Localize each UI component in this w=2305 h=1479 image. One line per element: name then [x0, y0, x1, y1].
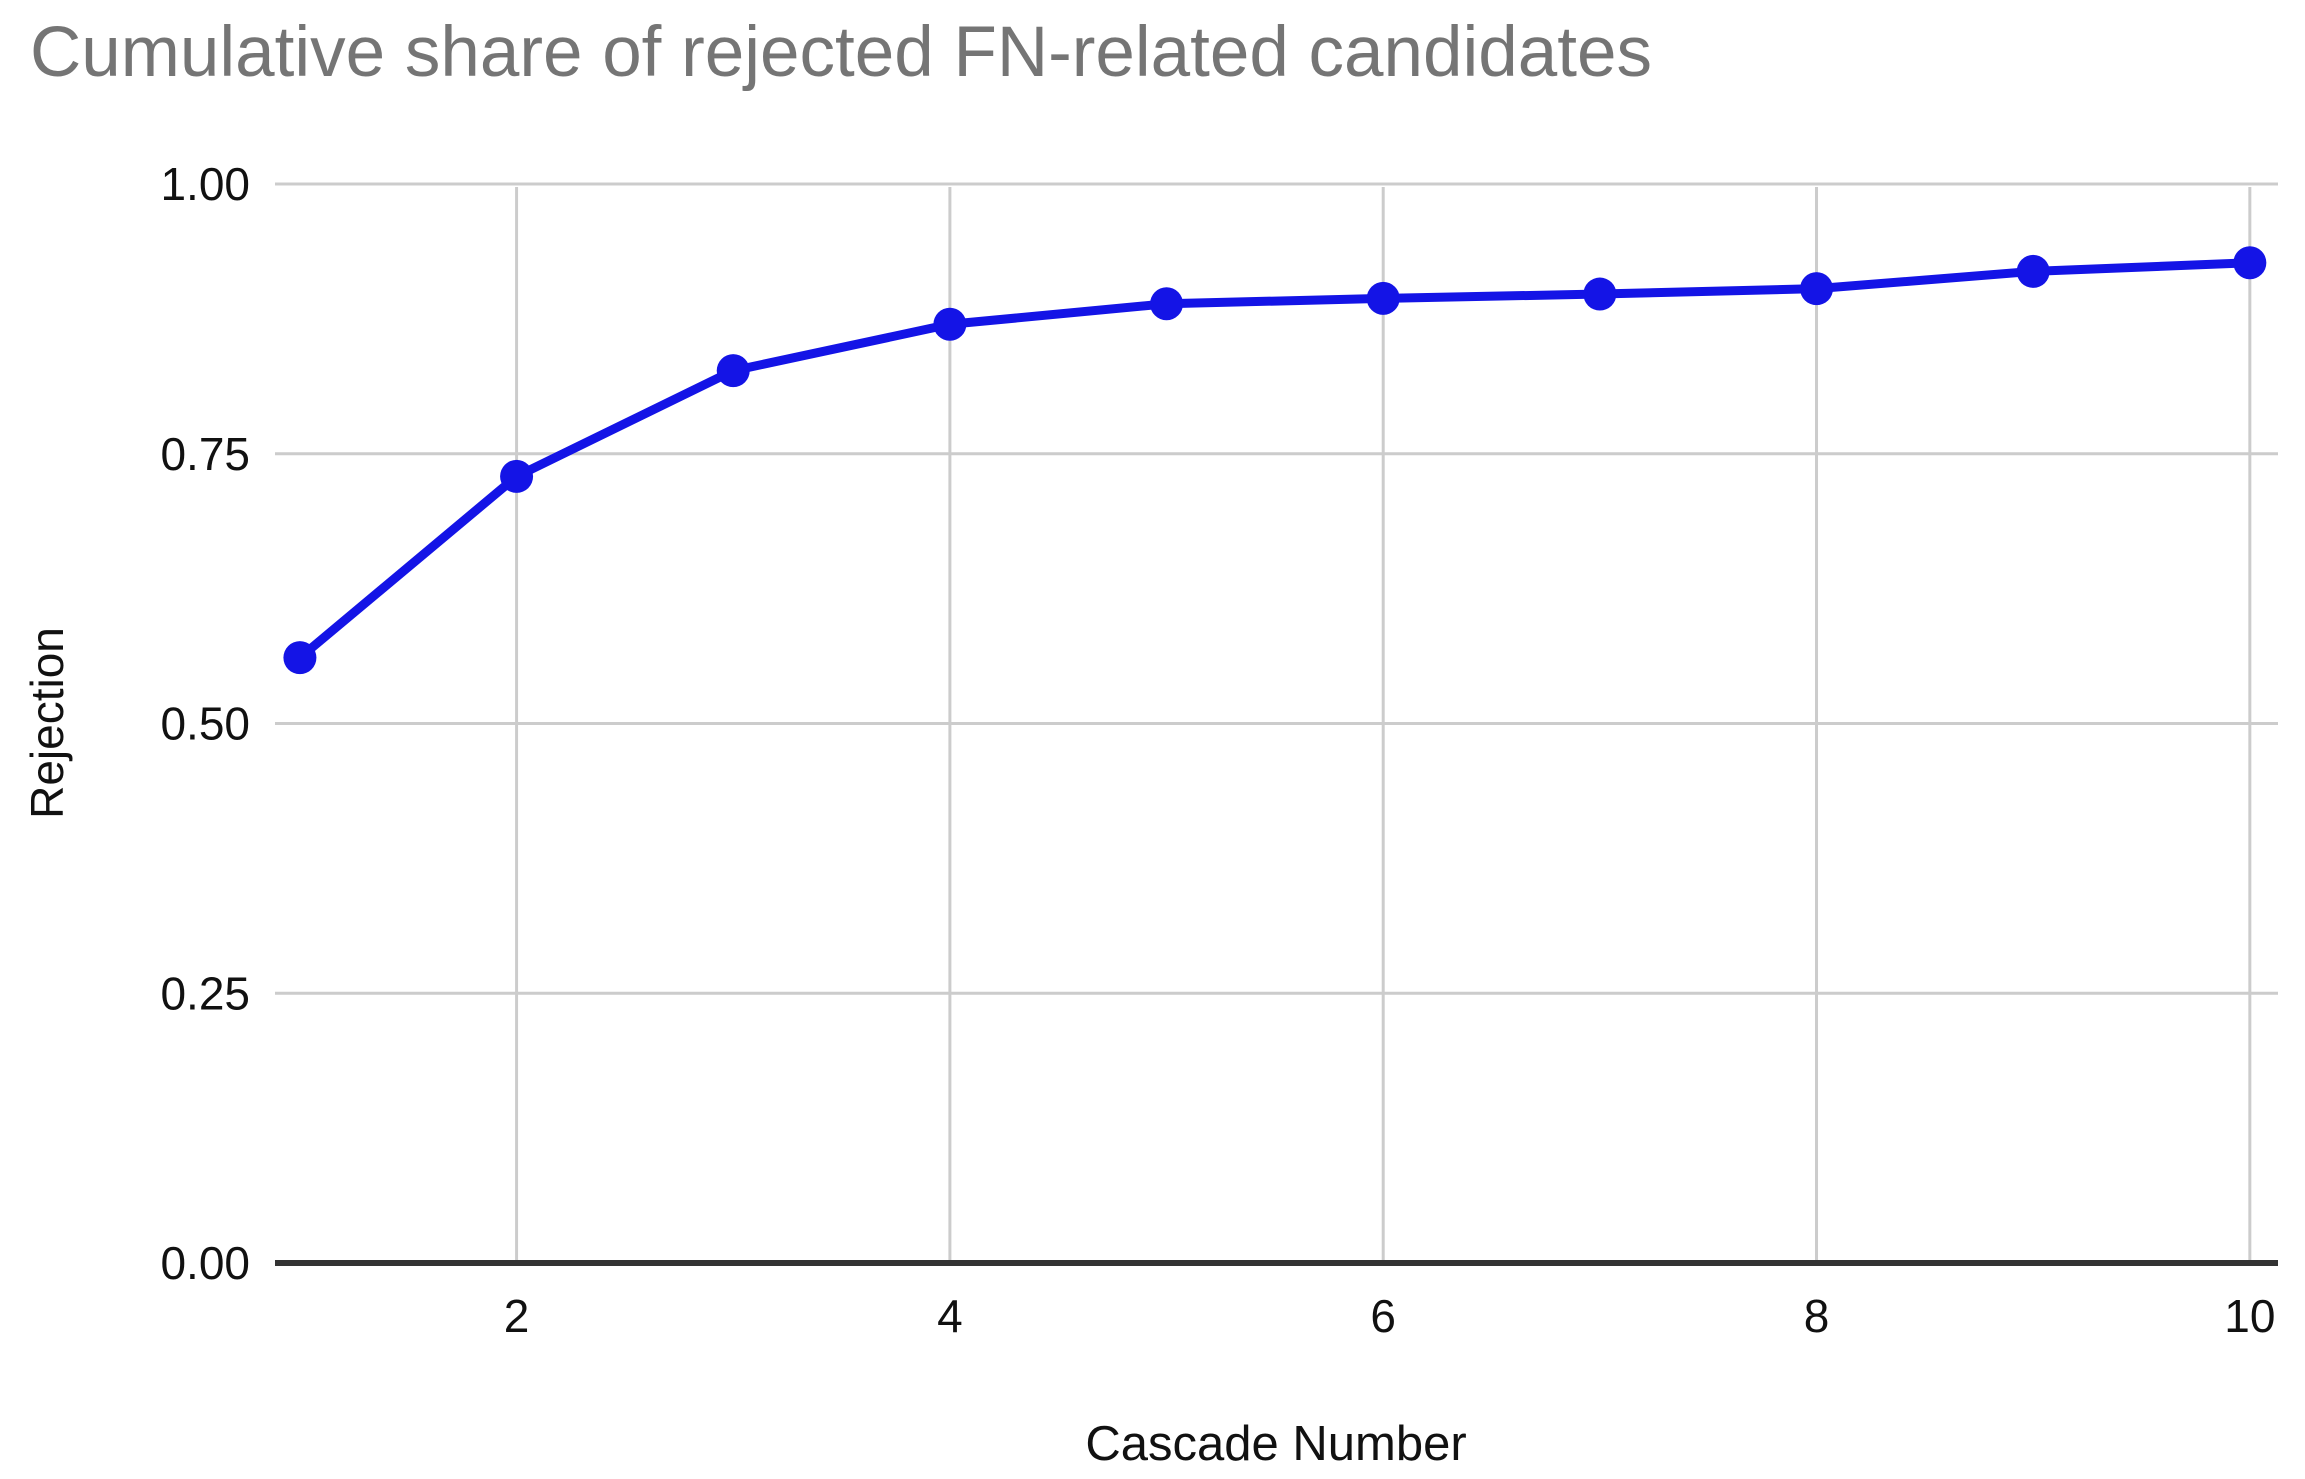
- chart-title: Cumulative share of rejected FN-related …: [30, 13, 1652, 92]
- data-point: [1366, 281, 1400, 315]
- data-point: [1150, 287, 1184, 321]
- series-line: [295, 258, 2255, 663]
- data-point: [2016, 254, 2050, 288]
- y-tick-label: 0.75: [160, 428, 250, 480]
- data-point: [933, 307, 967, 341]
- x-tick-label: 6: [1370, 1290, 1396, 1342]
- data-point: [500, 459, 534, 493]
- y-tick-label: 0.00: [160, 1237, 250, 1289]
- x-tick-label: 10: [2224, 1290, 2275, 1342]
- y-tick-label: 0.50: [160, 698, 250, 750]
- data-point: [1800, 272, 1834, 306]
- y-tick-label: 1.00: [160, 158, 250, 210]
- x-axis-title: Cascade Number: [1085, 1417, 1467, 1471]
- data-point: [283, 641, 317, 675]
- y-axis-title: Rejection: [21, 627, 73, 819]
- x-tick-label: 4: [937, 1290, 963, 1342]
- data-point: [2233, 246, 2267, 280]
- data-point: [716, 354, 750, 388]
- x-tick-label: 8: [1804, 1290, 1830, 1342]
- y-tick-label: 0.25: [160, 967, 250, 1019]
- data-point: [1583, 277, 1617, 311]
- x-tick-label: 2: [504, 1290, 530, 1342]
